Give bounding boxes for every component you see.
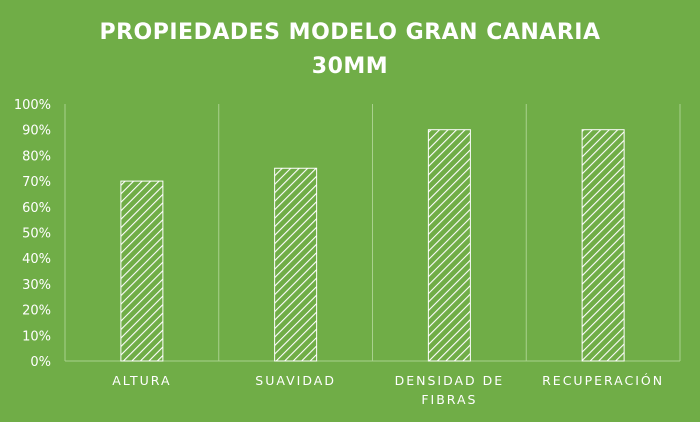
y-tick-label: 30% <box>22 278 51 293</box>
y-tick-label: 40% <box>22 252 51 267</box>
chart-title-line-1: PROPIEDADES MODELO GRAN CANARIA <box>99 20 601 45</box>
x-tick-label: RECUPERACIÓN <box>542 373 664 388</box>
y-tick-label: 100% <box>14 98 51 113</box>
bar <box>581 129 625 362</box>
y-tick-label: 90% <box>22 124 51 139</box>
chart-title: PROPIEDADES MODELO GRAN CANARIA 30MM <box>0 16 700 84</box>
y-tick-label: 20% <box>22 304 51 319</box>
bar <box>120 180 164 362</box>
chart-title-line-2: 30MM <box>311 54 389 79</box>
x-tick-label: ALTURA <box>112 373 171 388</box>
x-tick-label: SUAVIDAD <box>255 373 336 388</box>
bar <box>427 129 471 362</box>
x-tick-label: FIBRAS <box>421 392 477 407</box>
y-tick-label: 80% <box>22 149 51 164</box>
y-tick-label: 50% <box>22 227 51 242</box>
y-tick-label: 70% <box>22 175 51 190</box>
y-tick-label: 10% <box>22 329 51 344</box>
y-tick-label: 60% <box>22 201 51 216</box>
x-tick-label: DENSIDAD DE <box>395 373 505 388</box>
y-tick-label: 0% <box>30 355 51 370</box>
bar <box>274 167 318 362</box>
